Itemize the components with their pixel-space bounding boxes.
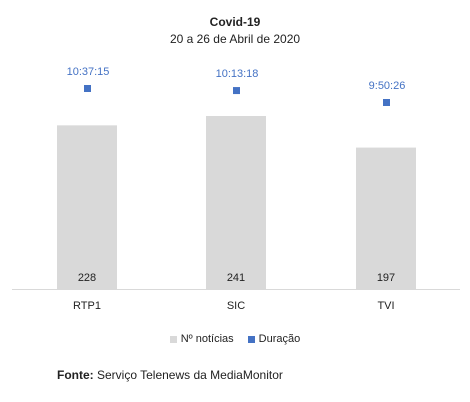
legend-swatch-noticias bbox=[169, 335, 177, 343]
bar-tvi bbox=[356, 147, 416, 289]
bar-sic bbox=[206, 116, 266, 289]
bar-data-label-rtp1: 228 bbox=[78, 272, 96, 284]
x-tick-label-rtp1: RTP1 bbox=[73, 300, 101, 312]
legend-swatch-duracao bbox=[247, 335, 255, 343]
chart-subtitle: 20 a 26 de Abril de 2020 bbox=[169, 32, 301, 46]
legend-label-duracao: Duração bbox=[258, 333, 301, 345]
duration-point-sic bbox=[233, 87, 240, 95]
duration-data-label-tvi: 9:50:26 bbox=[369, 80, 406, 92]
duration-point-tvi bbox=[383, 99, 390, 106]
bar-data-label-tvi: 197 bbox=[377, 272, 395, 284]
source-label: Fonte: bbox=[57, 368, 94, 382]
legend-item-noticias: Nº notícias bbox=[169, 333, 234, 345]
source-note: Fonte: Serviço Telenews da MediaMonitor bbox=[57, 368, 283, 382]
chart-legend: Nº notícias Duração bbox=[0, 333, 470, 345]
source-text: Serviço Telenews da MediaMonitor bbox=[93, 368, 283, 382]
duration-point-rtp1 bbox=[84, 85, 91, 92]
duration-data-label-sic: 10:13:18 bbox=[216, 68, 259, 80]
x-tick-label-sic: SIC bbox=[227, 300, 245, 312]
legend-item-duracao: Duração bbox=[247, 333, 301, 345]
bar-rtp1 bbox=[57, 125, 117, 290]
bar-data-label-sic: 241 bbox=[227, 272, 245, 284]
duration-data-label-rtp1: 10:37:15 bbox=[67, 66, 110, 78]
x-tick-label-tvi: TVI bbox=[377, 300, 394, 312]
chart-title: Covid-19 bbox=[209, 15, 261, 29]
legend-label-noticias: Nº notícias bbox=[180, 333, 234, 345]
